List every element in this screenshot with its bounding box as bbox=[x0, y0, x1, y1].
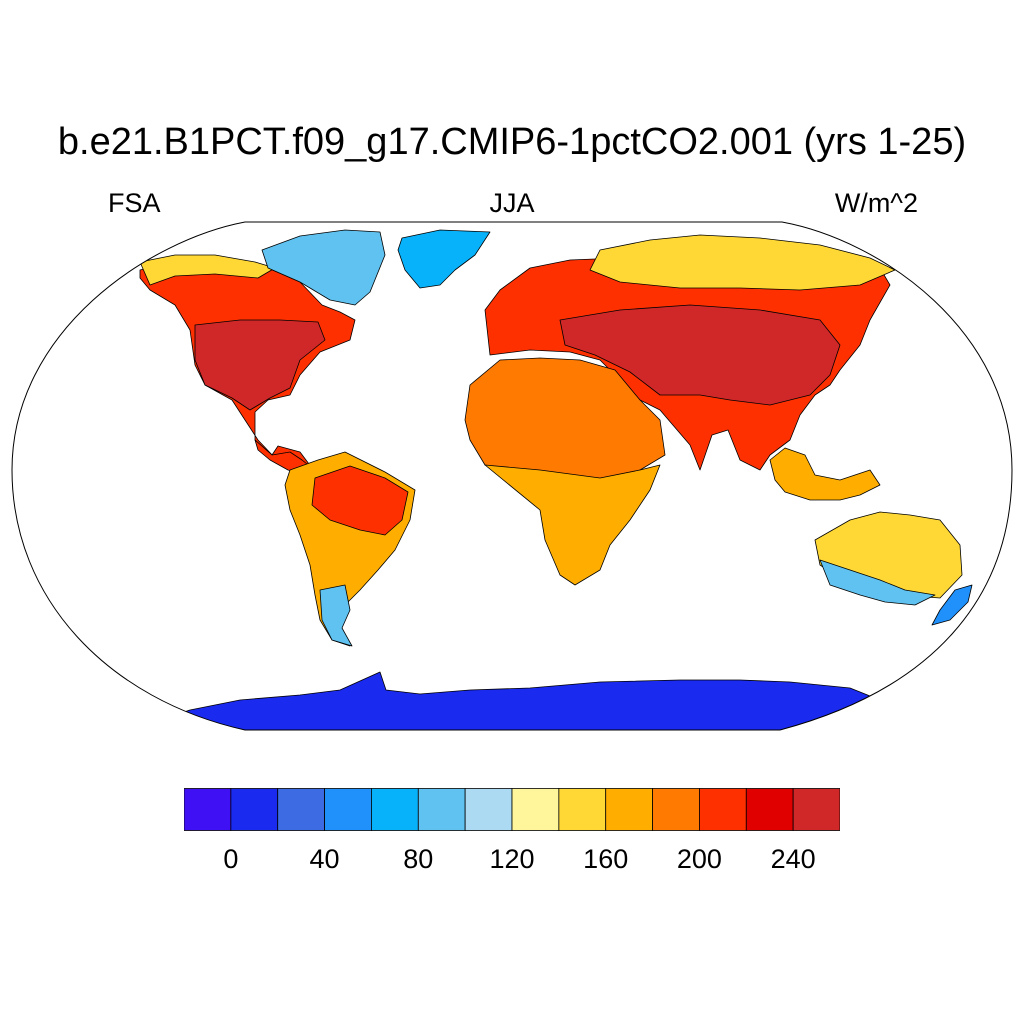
map-boundary bbox=[11, 221, 1013, 731]
colorbar-swatch bbox=[652, 788, 700, 831]
colorbar-tick-label: 200 bbox=[676, 844, 722, 874]
north-africa bbox=[464, 357, 666, 481]
colorbar-swatch bbox=[464, 788, 513, 831]
australia-south bbox=[819, 559, 936, 606]
new-zealand bbox=[931, 584, 973, 626]
central-asia bbox=[559, 304, 841, 406]
colorbar-swatch bbox=[792, 788, 840, 831]
colorbar-swatch bbox=[184, 788, 232, 831]
siberia bbox=[589, 234, 896, 291]
units-label: W/m^2 bbox=[834, 188, 918, 218]
colorbar-swatch bbox=[277, 788, 325, 831]
greenland bbox=[397, 229, 491, 289]
patagonia bbox=[319, 584, 353, 647]
africa-south bbox=[484, 464, 661, 586]
canadian-archipelago bbox=[261, 229, 386, 306]
colorbar-swatch bbox=[699, 788, 747, 831]
colorbar-tick-label: 160 bbox=[583, 844, 629, 874]
colorbar-swatch bbox=[417, 788, 466, 831]
colorbar-swatch bbox=[745, 788, 794, 831]
colorbar-swatch bbox=[230, 788, 279, 831]
colorbar-swatch bbox=[324, 788, 372, 831]
colorbar-swatch bbox=[511, 788, 560, 831]
southeast-asia-islands bbox=[769, 447, 881, 501]
colorbar-tick-label: 120 bbox=[489, 844, 535, 874]
colorbar-swatch bbox=[371, 788, 419, 831]
alaska-canada-north bbox=[139, 254, 276, 286]
colorbar-tick-label: 80 bbox=[403, 844, 434, 874]
colorbar-tick-label: 40 bbox=[309, 844, 340, 874]
colorbar-tick-label: 0 bbox=[223, 844, 239, 874]
colorbar-tick-labels: 0 40 80 120 160 200 240 bbox=[184, 842, 840, 878]
eastern-us bbox=[194, 319, 326, 411]
amazon bbox=[311, 465, 409, 536]
colorbar-swatch bbox=[605, 788, 653, 831]
antarctica bbox=[129, 671, 901, 730]
variable-label: FSA bbox=[108, 188, 161, 218]
colorbar-swatches bbox=[184, 788, 840, 831]
plot-title: b.e21.B1PCT.f09_g17.CMIP6-1pctCO2.001 (y… bbox=[57, 121, 967, 163]
season-label: JJA bbox=[489, 188, 535, 218]
colorbar-tick-label: 240 bbox=[770, 844, 816, 874]
colorbar-swatch bbox=[558, 788, 607, 831]
colorbar bbox=[184, 788, 840, 831]
